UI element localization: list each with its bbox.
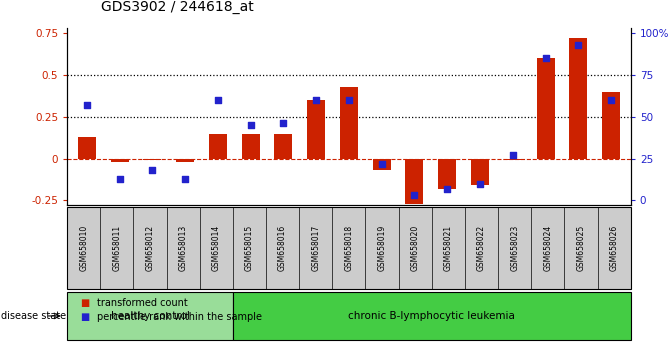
Text: GSM658011: GSM658011: [112, 225, 121, 271]
Text: ■: ■: [81, 312, 90, 322]
Bar: [144, 159, 161, 160]
Point: [213, 97, 223, 103]
Text: GSM658016: GSM658016: [278, 225, 287, 271]
Text: GSM658026: GSM658026: [610, 225, 619, 271]
Text: GSM658017: GSM658017: [311, 225, 320, 271]
Bar: [405, 159, 423, 204]
Point: [114, 176, 125, 182]
Text: GSM658012: GSM658012: [146, 225, 154, 271]
Text: GSM658010: GSM658010: [79, 225, 88, 271]
Point: [409, 193, 420, 198]
Text: transformed count: transformed count: [97, 298, 188, 308]
Text: chronic B-lymphocytic leukemia: chronic B-lymphocytic leukemia: [348, 311, 515, 321]
Text: disease state: disease state: [1, 311, 66, 321]
Text: GSM658013: GSM658013: [178, 225, 188, 271]
Text: GSM658014: GSM658014: [212, 225, 221, 271]
Bar: [537, 58, 554, 159]
Text: healthy control: healthy control: [111, 311, 189, 321]
Text: GSM658015: GSM658015: [245, 225, 254, 271]
Point: [81, 102, 92, 108]
Point: [376, 161, 387, 166]
Point: [474, 181, 485, 187]
Point: [180, 176, 191, 182]
Text: GSM658022: GSM658022: [477, 225, 486, 271]
Point: [311, 97, 321, 103]
Bar: [111, 159, 129, 162]
Bar: [602, 92, 620, 159]
Bar: [274, 133, 293, 159]
Text: GSM658018: GSM658018: [344, 225, 354, 271]
Bar: [340, 87, 358, 159]
Text: GSM658024: GSM658024: [544, 225, 552, 271]
Point: [442, 186, 453, 192]
Point: [278, 121, 289, 126]
Bar: [242, 133, 260, 159]
Text: GSM658021: GSM658021: [444, 225, 453, 271]
Bar: [438, 159, 456, 189]
Text: GSM658019: GSM658019: [378, 225, 386, 271]
Text: GSM658025: GSM658025: [576, 225, 586, 271]
Text: GSM658023: GSM658023: [510, 225, 519, 271]
Bar: [471, 159, 489, 185]
Bar: [569, 38, 587, 159]
Text: GSM658020: GSM658020: [411, 225, 420, 271]
Text: ■: ■: [81, 298, 90, 308]
Bar: [78, 137, 96, 159]
Point: [245, 122, 256, 128]
Bar: [372, 159, 391, 170]
Point: [507, 152, 518, 158]
Point: [540, 56, 551, 61]
Text: GDS3902 / 244618_at: GDS3902 / 244618_at: [101, 0, 254, 14]
Bar: [504, 159, 522, 160]
Bar: [176, 159, 194, 162]
Point: [147, 167, 158, 173]
Bar: [209, 133, 227, 159]
Text: percentile rank within the sample: percentile rank within the sample: [97, 312, 262, 322]
Point: [344, 97, 354, 103]
Point: [606, 97, 617, 103]
Bar: [307, 100, 325, 159]
Point: [573, 42, 584, 48]
